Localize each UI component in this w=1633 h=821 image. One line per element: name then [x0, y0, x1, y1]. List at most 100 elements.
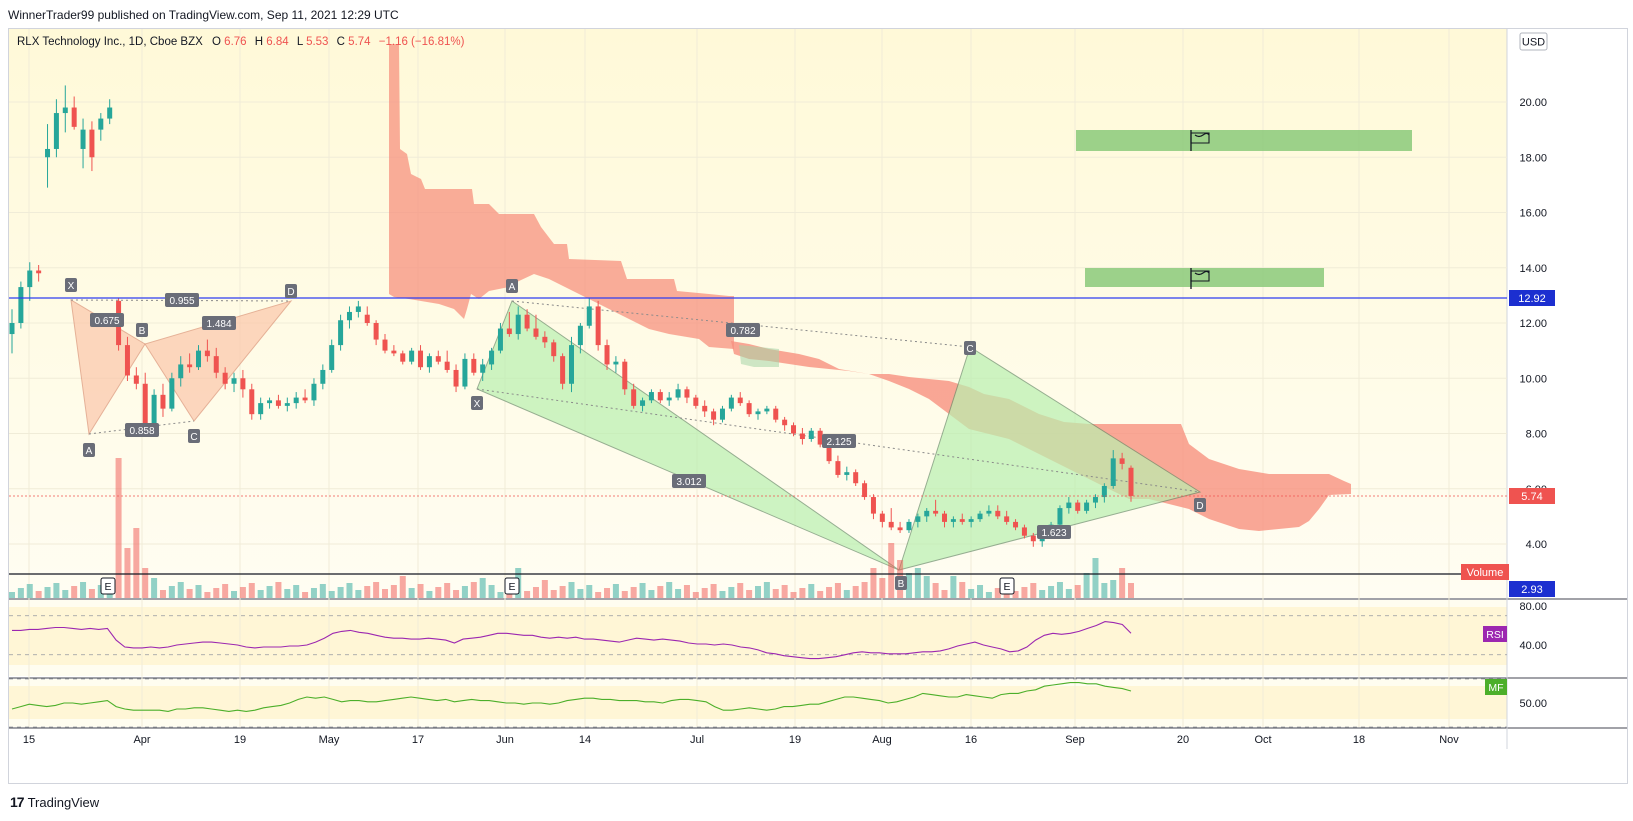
- volume-bar: [1119, 568, 1126, 598]
- candle-body: [542, 336, 548, 343]
- candle-body: [977, 513, 983, 520]
- candle-body: [870, 497, 876, 514]
- x-tick-label: Jun: [496, 734, 514, 746]
- volume-bar: [905, 573, 912, 598]
- currency-label: USD: [1522, 37, 1545, 49]
- candle-body: [293, 397, 299, 404]
- candle-body: [666, 397, 672, 401]
- y-tick-label: 8.00: [1526, 429, 1547, 441]
- candle-body: [160, 394, 166, 409]
- volume-bar: [834, 583, 841, 598]
- volume-bar: [666, 582, 673, 598]
- target-zones: [1076, 130, 1412, 289]
- candle-body: [515, 314, 521, 335]
- candle-body: [346, 311, 352, 321]
- legend-l-value: 5.53: [306, 36, 328, 48]
- currency-box[interactable]: [1519, 32, 1548, 51]
- pattern1-ratio-3: 1.484: [206, 319, 231, 330]
- volume-bar: [44, 587, 51, 598]
- volume-bar: [985, 592, 992, 598]
- volume-level-tag: 2.93: [1509, 581, 1555, 597]
- chart-svg[interactable]: 15 Apr 19 May 17 Jun 14 Jul 19 Aug 16 Sep 20 Oct 18 Nov…: [9, 29, 1627, 783]
- candle-body: [62, 107, 68, 114]
- volume-bar: [417, 584, 424, 598]
- pattern1-d-label-bg: [285, 284, 297, 298]
- volume-bar: [62, 590, 69, 598]
- volume-bar: [151, 578, 158, 598]
- volume-bar: [213, 588, 220, 598]
- candle-body: [489, 350, 495, 365]
- volume-bar: [17, 588, 24, 598]
- mf-band: [9, 686, 1507, 719]
- volume-bar: [26, 584, 33, 598]
- volume-bar: [1021, 587, 1028, 598]
- candle-body: [187, 364, 193, 368]
- tradingview-logo[interactable]: 17 TradingView: [10, 794, 99, 810]
- volume-bar: [755, 586, 761, 598]
- target-zone-lower: [1085, 268, 1324, 287]
- candle-body: [71, 107, 77, 127]
- candle-body: [551, 342, 557, 357]
- volume-label-tag: Volume: [1461, 564, 1509, 580]
- candle-body: [169, 378, 175, 409]
- candle-body: [631, 389, 637, 406]
- pattern1-d-label: D: [287, 287, 294, 298]
- candle-body: [1066, 502, 1072, 509]
- pattern2-ratio-1-bg: [726, 323, 760, 337]
- volume-bar: [470, 582, 477, 598]
- legend-o-value: 6.76: [224, 36, 246, 48]
- candle-body: [702, 405, 708, 412]
- volume-bar: [932, 583, 939, 598]
- candle-body: [942, 513, 947, 522]
- volume-bar: [1074, 585, 1081, 598]
- volume-bar: [337, 587, 344, 598]
- volume-bar: [772, 589, 779, 598]
- pattern1-c-label: C: [190, 432, 197, 443]
- volume-label-text: Volume: [1467, 567, 1504, 579]
- last-price-tag: 5.74: [1509, 488, 1555, 504]
- volume-bar: [453, 590, 460, 598]
- rsi-tag-text: RSI: [1486, 629, 1504, 641]
- volume-bar: [763, 582, 770, 598]
- candle-body: [1075, 502, 1081, 511]
- candle-body: [577, 325, 583, 346]
- candle-body: [1128, 467, 1134, 496]
- candle-body: [808, 430, 814, 440]
- volume-bar: [1083, 573, 1090, 598]
- candle-body: [1110, 458, 1116, 486]
- chart-container[interactable]: 15 Apr 19 May 17 Jun 14 Jul 19 Aug 16 Sep 20 Oct 18 Nov…: [8, 28, 1628, 784]
- volume-bar: [746, 590, 753, 598]
- volume-bar: [541, 580, 548, 598]
- candle-body: [382, 339, 388, 351]
- volume-bar: [35, 591, 42, 598]
- candle-body: [986, 510, 992, 514]
- legend-h-label: H: [255, 36, 263, 48]
- candle-body: [719, 408, 725, 420]
- candle-body: [835, 461, 841, 475]
- volume-bar: [701, 588, 708, 598]
- flag-icon: [1190, 270, 1210, 282]
- cloud-bear-upper: [389, 44, 734, 349]
- volume-bar: [293, 585, 300, 598]
- candle-body: [302, 397, 308, 401]
- candle-body: [45, 148, 51, 158]
- candle-body: [258, 403, 264, 415]
- candle-body: [737, 397, 743, 404]
- candle-body: [267, 400, 273, 404]
- volume-bar: [1012, 591, 1019, 598]
- volume-bar: [355, 590, 362, 598]
- pattern1-b-label: B: [139, 326, 146, 337]
- candle-body: [364, 314, 370, 323]
- candle-body: [613, 361, 619, 365]
- pattern2-x-label: X: [474, 399, 481, 410]
- x-tick-label: Nov: [1439, 734, 1459, 746]
- mf-tick-label: 50.00: [1519, 698, 1547, 710]
- level-tag: 12.92: [1509, 290, 1555, 306]
- volume-bar: [630, 587, 637, 598]
- x-tick-label: 19: [234, 734, 246, 746]
- tradingview-brand: TradingView: [27, 794, 100, 810]
- legend-h-value: 6.84: [266, 36, 289, 48]
- volume-bar: [826, 587, 833, 598]
- mf-line: [11, 682, 1132, 712]
- volume-bar: [808, 584, 815, 598]
